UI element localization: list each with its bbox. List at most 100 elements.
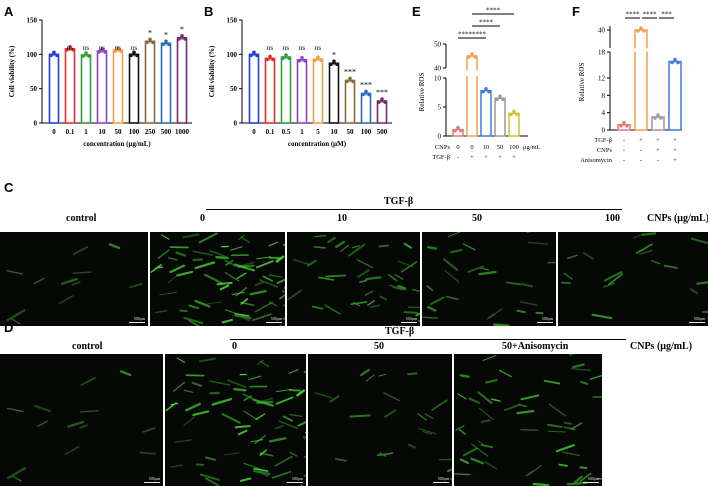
b-bar-2-dot-1 <box>284 53 288 57</box>
e-row-1-val-1: + <box>470 154 474 161</box>
f-row-label-0: TGF-β <box>594 137 612 144</box>
e-axis-break-gap <box>465 70 479 76</box>
e-row-0-val-0: 0 <box>456 144 459 151</box>
a-ylabel: Cell viability (%) <box>8 45 16 97</box>
d-col-label-0: control <box>72 341 103 352</box>
panel-a: A 0 50 100 150 Cell viability (%) 0 0.1 ns 1 ns 10 n… <box>0 0 200 160</box>
b-xtick-label-5: 10 <box>331 128 339 136</box>
b-ytick-label-1: 50 <box>230 85 238 93</box>
e-bar-0-dot-1 <box>456 125 460 130</box>
b-bar-5-dot-1 <box>332 59 336 64</box>
e-bar-0-dot-2 <box>459 128 463 133</box>
chart-f: F 0 4 8 12 18 40 Relative ROS - - - + - - + + - + + + TGF-β C… <box>572 4 682 164</box>
c-micrograph-0: 500μm <box>0 232 148 326</box>
b-bar-0-dot-1 <box>252 50 256 55</box>
e-ylabel: Relative ROS <box>418 73 426 112</box>
d-micrograph-cells-2 <box>314 368 452 481</box>
d-scale-bar-0 <box>144 482 160 483</box>
f-bar-2-dot-0 <box>653 116 657 120</box>
b-xtick-label-8: 500 <box>377 128 388 136</box>
panel-f: F 0 4 8 12 18 40 Relative ROS - - - + - - + + - + + + TGF-β C… <box>570 0 708 170</box>
d-scale-bar-2 <box>433 482 449 483</box>
f-bar-3-dot-2 <box>676 60 680 65</box>
a-bar-3 <box>96 50 108 124</box>
panel-letter-e: E <box>412 4 421 19</box>
b-bar-7-dot-1 <box>364 89 368 94</box>
f-bar-3-dot-1 <box>673 57 677 62</box>
e-row-1-val-3: + <box>498 154 502 161</box>
a-bar-4-dot-1 <box>116 46 120 51</box>
d-group-line <box>230 339 626 340</box>
a-xtick-label-6: 250 <box>145 128 156 136</box>
c-micrograph-cells-4 <box>561 232 708 320</box>
f-ytick-lower-label-1: 4 <box>602 109 606 117</box>
b-sig-5: * <box>332 50 336 59</box>
b-bar-0 <box>248 53 260 124</box>
e-row-0-val-2: 10 <box>483 144 490 151</box>
a-bar-0 <box>48 53 60 124</box>
chart-e: E 0 5 10 40 50 Relative ROS 0 - 0 +10 +50 +100 + CNPs T… <box>412 4 541 161</box>
a-ytick-label-0: 0 <box>34 120 38 128</box>
e-ytick-upper-label-1: 50 <box>434 41 442 49</box>
a-bar-1-dot-1 <box>68 45 72 49</box>
b-sig-6: *** <box>344 67 356 76</box>
e-bar-3-dot-1 <box>498 94 502 99</box>
f-bar-3-dot-0 <box>670 60 674 65</box>
b-sig-2: ns <box>283 44 290 52</box>
a-bar-6-dot-2 <box>151 40 155 45</box>
a-xtick-label-5: 100 <box>129 128 140 136</box>
b-xtick-label-3: 1 <box>300 128 304 136</box>
f-ytick-upper-label-0: 40 <box>598 27 606 35</box>
e-unit: μg/mL <box>523 144 541 151</box>
f-ytick-lower-label-3: 12 <box>598 75 606 83</box>
f-bar-1-dot-1 <box>639 26 643 30</box>
f-bar-2-dot-1 <box>656 113 660 117</box>
b-bar-1-dot-1 <box>268 54 272 59</box>
b-xtick-label-0: 0 <box>252 128 256 136</box>
f-sig-label-2: *** <box>661 11 672 19</box>
b-bar-2-dot-2 <box>287 56 291 60</box>
d-scale-label-0: 500μm <box>148 476 160 481</box>
a-sig-6: * <box>148 28 152 37</box>
c-micrograph-2: 500μm <box>287 232 420 326</box>
b-bar-3-dot-1 <box>300 56 304 60</box>
c-scale-bar-4 <box>689 322 705 323</box>
b-bar-1-dot-0 <box>265 57 269 62</box>
c-micrograph-cells-3 <box>422 232 556 326</box>
d-scale-label-3: 500μm <box>587 476 599 481</box>
a-bar-4-dot-2 <box>119 49 123 54</box>
b-xtick-label-6: 50 <box>347 128 355 136</box>
f-row-2-val-2: - <box>657 157 659 164</box>
e-sig-label-3: **** <box>486 7 501 15</box>
a-bar-0-dot-1 <box>52 50 56 55</box>
b-bar-3-dot-2 <box>303 59 307 63</box>
f-ylabel: Relative ROS <box>578 63 586 102</box>
e-ytick-lower-label-2: 10 <box>434 75 442 83</box>
b-bar-4-dot-2 <box>319 58 323 62</box>
c-col-label-4: 100 <box>605 213 620 224</box>
f-axis-break-gap <box>633 48 649 52</box>
b-bar-6-dot-2 <box>351 79 355 84</box>
a-bar-8-dot-0 <box>177 37 181 41</box>
f-bar-0-dot-0 <box>619 124 623 128</box>
e-row-1-val-0: - <box>457 154 459 161</box>
a-bar-0-dot-2 <box>55 53 59 58</box>
a-bar-6-dot-1 <box>148 37 152 42</box>
e-ytick-lower-label-0: 0 <box>438 133 442 141</box>
a-bar-3-dot-0 <box>97 50 101 54</box>
e-sig-label-2: **** <box>479 19 494 27</box>
d-micrograph-cells-0 <box>6 370 156 482</box>
panel-e: E 0 5 10 40 50 Relative ROS 0 - 0 +10 +50 +100 + CNPs T… <box>410 0 570 170</box>
panel-letter-f: F <box>572 4 580 19</box>
c-col-label-1: 0 <box>200 213 205 224</box>
a-bar-6-dot-0 <box>145 40 149 45</box>
e-bar-4-dot-2 <box>515 112 519 117</box>
e-bar-3-dot-2 <box>501 97 505 102</box>
f-ytick-lower-label-2: 8 <box>602 92 606 100</box>
f-ytick-lower-label-0: 0 <box>602 127 606 135</box>
b-sig-7: *** <box>360 80 372 89</box>
f-row-0-val-1: + <box>639 137 643 144</box>
a-bar-4 <box>112 49 124 124</box>
e-ytick-upper-label-0: 40 <box>434 65 442 73</box>
b-bar-7-dot-2 <box>367 92 371 97</box>
